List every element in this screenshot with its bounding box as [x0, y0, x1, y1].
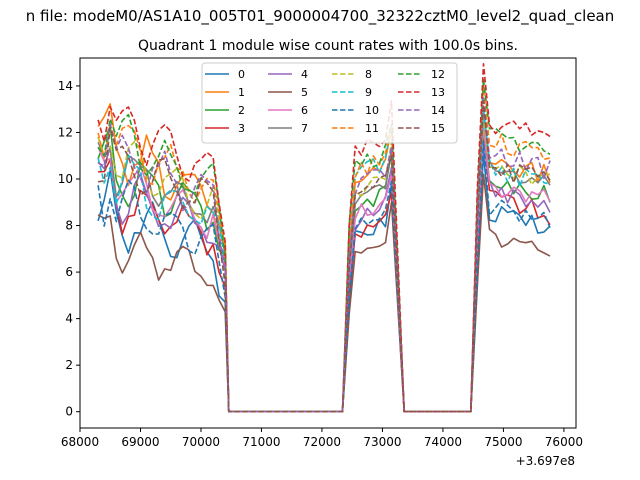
- figure-suptitle: n file: modeM0/AS1A10_005T01_9000004700_…: [26, 7, 615, 26]
- x-tick-label: 76000: [545, 435, 583, 449]
- legend-label-4: 4: [301, 68, 308, 81]
- legend-label-7: 7: [301, 122, 308, 135]
- x-tick-label: 68000: [61, 435, 99, 449]
- series-line-8: [97, 116, 551, 413]
- x-tick-label: 70000: [182, 435, 220, 449]
- legend-label-10: 10: [365, 104, 379, 117]
- y-tick-label: 2: [65, 358, 73, 372]
- legend-label-5: 5: [301, 86, 308, 99]
- y-tick-label: 4: [65, 312, 73, 326]
- legend-label-0: 0: [238, 68, 245, 81]
- chart-title: Quadrant 1 module wise count rates with …: [138, 38, 518, 54]
- legend-label-15: 15: [431, 122, 445, 135]
- y-tick-label: 12: [58, 125, 73, 139]
- legend-frame: [201, 62, 458, 144]
- y-axis-ticks: 0 2 4 6 8 10 12 14: [58, 79, 80, 419]
- legend-label-13: 13: [431, 86, 445, 99]
- y-tick-label: 6: [65, 265, 73, 279]
- legend-label-9: 9: [365, 86, 372, 99]
- series-line-14: [97, 95, 551, 413]
- series-line-5: [97, 173, 551, 413]
- y-tick-label: 10: [58, 172, 73, 186]
- legend-label-2: 2: [238, 104, 245, 117]
- axes-frame: [79, 57, 577, 429]
- series-line-10: [97, 140, 551, 413]
- y-tick-label: 0: [65, 405, 73, 419]
- x-tick-label: 74000: [424, 435, 462, 449]
- legend-label-11: 11: [365, 122, 379, 135]
- legend-label-12: 12: [431, 68, 445, 81]
- x-tick-label: 72000: [303, 435, 341, 449]
- x-tick-label: 71000: [242, 435, 280, 449]
- y-tick-label: 14: [58, 79, 73, 93]
- legend-label-1: 1: [238, 86, 245, 99]
- legend-label-14: 14: [431, 104, 445, 117]
- legend-label-8: 8: [365, 68, 372, 81]
- series-lines: [97, 63, 551, 413]
- legend-label-6: 6: [301, 104, 308, 117]
- x-tick-label: 69000: [121, 435, 159, 449]
- x-tick-label: 73000: [363, 435, 401, 449]
- x-axis-offset-label: +3.697e8: [516, 454, 575, 468]
- legend-label-3: 3: [238, 122, 245, 135]
- x-axis-ticks: 68000 69000 70000 71000 72000 73000 74000 75000…: [61, 428, 583, 449]
- series-line-15: [97, 100, 551, 413]
- x-tick-label: 75000: [484, 435, 522, 449]
- y-tick-label: 8: [65, 219, 73, 233]
